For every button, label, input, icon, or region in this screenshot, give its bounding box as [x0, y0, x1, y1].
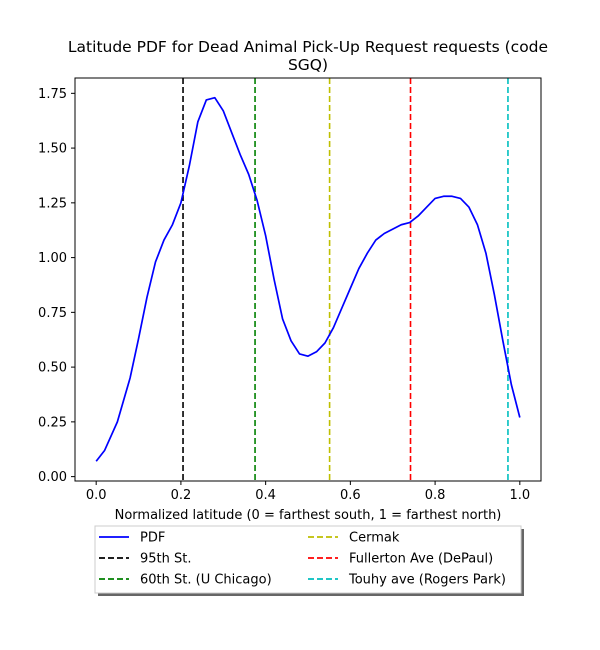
legend-label: Fullerton Ave (DePaul) — [349, 552, 493, 567]
x-axis-label: Normalized latitude (0 = farthest south,… — [115, 508, 502, 523]
y-tick-label: 0.25 — [38, 415, 67, 430]
legend: PDF 95th St. 60th St. (U Chicago) Cermak Ful… — [94, 525, 524, 596]
y-tick-label: 1.75 — [38, 87, 67, 102]
y-tick-label: 0.00 — [38, 470, 67, 485]
legend-label: Touhy ave (Rogers Park) — [348, 573, 506, 588]
y-tick-label: 1.25 — [38, 196, 67, 211]
series-lines — [95, 96, 521, 462]
legend-label: PDF — [140, 531, 165, 546]
x-tick-label: 0.0 — [86, 488, 107, 503]
x-tick-label: 0.2 — [171, 488, 192, 503]
chart-title-line2: SGQ) — [288, 56, 328, 74]
y-tick-label: 1.00 — [38, 251, 67, 266]
reference-lines — [182, 78, 509, 481]
plot-frame — [74, 77, 542, 482]
legend-label: 60th St. (U Chicago) — [140, 573, 272, 588]
legend-label: Cermak — [349, 531, 400, 546]
y-tick-label: 0.50 — [38, 361, 67, 376]
x-tick-label: 0.8 — [425, 488, 446, 503]
legend-label: 95th St. — [140, 552, 192, 567]
axis-ticks: 0.0 0.2 0.4 0.6 0.8 1.0 0.00 0.25 0.50 0.75 1.00 1.… — [38, 87, 530, 503]
x-tick-label: 0.6 — [340, 488, 361, 503]
series-line-0 — [95, 96, 521, 462]
x-tick-label: 0.4 — [255, 488, 276, 503]
chart-title-line1: Latitude PDF for Dead Animal Pick-Up Req… — [68, 38, 548, 56]
x-tick-label: 1.0 — [509, 488, 530, 503]
y-tick-label: 0.75 — [38, 306, 67, 321]
y-tick-label: 1.50 — [38, 142, 67, 157]
